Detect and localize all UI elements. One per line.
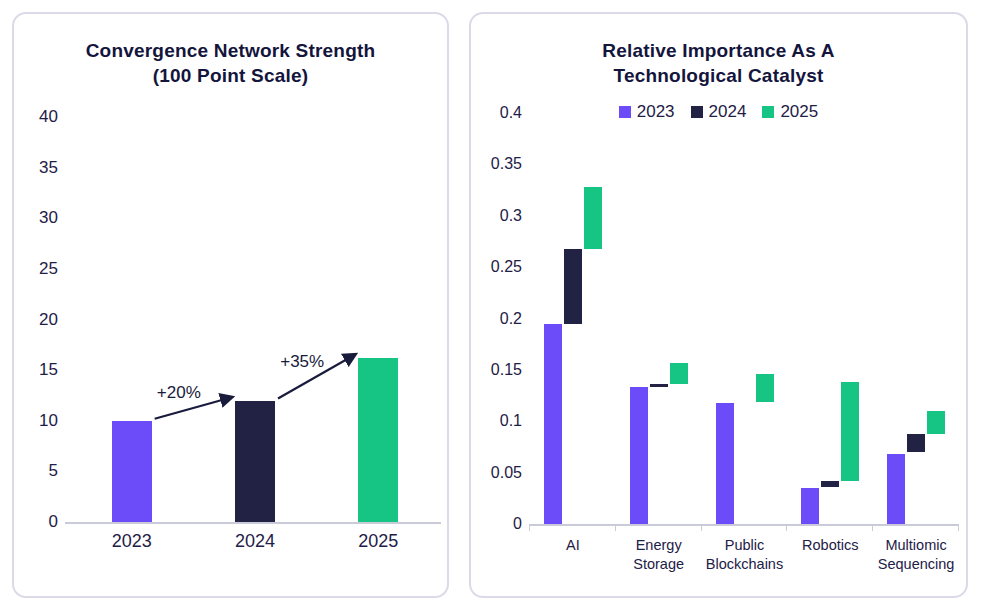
y-axis-tick-label: 0: [477, 515, 522, 533]
bar-2023: [112, 421, 152, 522]
x-axis-tick: [701, 526, 702, 531]
relative-importance-chart-card: Relative Importance As A Technological C…: [469, 12, 968, 598]
y-axis-tick-label: 20: [14, 310, 58, 330]
x-axis-tick: [615, 526, 616, 531]
range-bar-2025-0: [584, 187, 602, 249]
range-bar-2023-2: [716, 403, 734, 524]
y-axis-tick-label: 0.05: [477, 464, 522, 482]
range-bar-2025-3: [841, 382, 859, 481]
x-axis-tick: [958, 526, 959, 531]
y-axis-tick-label: 40: [14, 107, 58, 127]
growth-annotation: +35%: [271, 352, 333, 372]
range-bar-2023-1: [630, 387, 648, 524]
x-axis-tick: [872, 526, 873, 531]
y-axis-tick-label: 0.25: [477, 258, 522, 276]
range-bar-2025-4: [927, 411, 945, 434]
x-axis-tick: [786, 526, 787, 531]
range-bar-2024-3: [821, 481, 839, 487]
legend-item-2023: 2023: [619, 102, 675, 122]
range-bar-2024-0: [564, 249, 582, 324]
legend-item-2024: 2024: [691, 102, 747, 122]
range-bar-2025-1: [670, 363, 688, 385]
legend: 2023 2024 2025: [471, 102, 966, 122]
y-axis-tick-label: 10: [14, 411, 58, 431]
y-axis-tick-label: 0: [14, 512, 58, 532]
y-axis-tick-label: 0.15: [477, 361, 522, 379]
legend-item-2025: 2025: [762, 102, 818, 122]
x-axis-category-label: 2025: [338, 531, 418, 552]
y-axis-tick-label: 0.35: [477, 155, 522, 173]
range-bar-2023-4: [887, 454, 905, 524]
y-axis-tick-label: 0.2: [477, 310, 522, 328]
range-bar-2024-4: [907, 434, 925, 453]
x-axis-category-label: 2023: [92, 531, 172, 552]
y-axis-tick-label: 30: [14, 208, 58, 228]
range-bar-2023-0: [544, 324, 562, 524]
x-axis-line: [65, 522, 441, 524]
y-axis-tick-label: 5: [14, 461, 58, 481]
legend-swatch-2023: [619, 106, 631, 118]
relative-importance-chart-title: Relative Importance As A Technological C…: [471, 38, 966, 88]
bar-2024: [235, 401, 275, 523]
bar-2025: [358, 358, 398, 522]
y-axis-tick-label: 15: [14, 360, 58, 380]
legend-label-2023: 2023: [637, 102, 675, 122]
growth-annotation: +20%: [148, 383, 210, 403]
y-axis-tick-label: 0.4: [477, 104, 522, 122]
legend-swatch-2025: [762, 106, 774, 118]
x-axis-category-label: 2024: [215, 531, 295, 552]
x-axis-tick: [529, 526, 530, 531]
legend-label-2025: 2025: [780, 102, 818, 122]
range-bar-2023-3: [801, 488, 819, 524]
convergence-chart-card: Convergence Network Strength (100 Point …: [12, 12, 449, 598]
legend-swatch-2024: [691, 106, 703, 118]
legend-label-2024: 2024: [709, 102, 747, 122]
x-axis-line: [529, 524, 959, 526]
y-axis-tick-label: 0.3: [477, 207, 522, 225]
range-bar-2025-2: [756, 374, 774, 402]
y-axis-tick-label: 25: [14, 259, 58, 279]
convergence-chart-title: Convergence Network Strength (100 Point …: [14, 38, 447, 88]
y-axis-tick-label: 0.1: [477, 412, 522, 430]
range-bar-2024-1: [650, 384, 668, 387]
x-axis-category-label: Multiomic Sequencing: [866, 536, 966, 574]
y-axis-tick-label: 35: [14, 158, 58, 178]
